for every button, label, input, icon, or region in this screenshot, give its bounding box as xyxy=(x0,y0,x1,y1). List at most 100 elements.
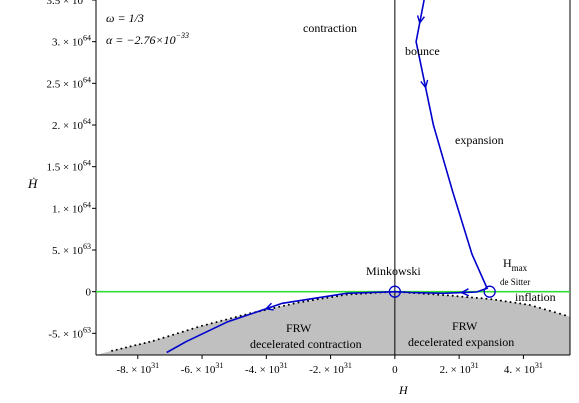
boundary-dot xyxy=(553,311,556,314)
boundary-dot xyxy=(191,327,194,330)
x-axis-ticks: -8. × 1031 -6. × 1031 -4. × 1031 -2. × 1031… xyxy=(116,355,543,376)
x-tick-label: -6. × 1031 xyxy=(181,361,224,376)
y-tick-label: 5. × 1063 xyxy=(52,242,91,257)
flow-arrow xyxy=(416,15,425,25)
x-tick-label: 2. × 1031 xyxy=(440,361,479,376)
boundary-dot xyxy=(307,299,310,302)
annotation-frw-left: FRW xyxy=(286,321,312,335)
flow-arrow xyxy=(460,288,470,297)
flow-arrow xyxy=(264,302,274,311)
boundary-dot xyxy=(205,323,208,326)
boundary-dot xyxy=(120,347,123,350)
boundary-dot xyxy=(167,335,170,338)
fixed-point-circle xyxy=(388,285,402,298)
annotation-expansion: expansion xyxy=(455,133,504,147)
boundary-dot xyxy=(215,321,218,324)
hmax-main: H xyxy=(503,256,512,270)
boundary-dot xyxy=(490,298,493,301)
boundary-dot xyxy=(326,296,329,299)
boundary-dot xyxy=(239,314,242,317)
alpha-label: α = −2.76×10−33 xyxy=(106,31,189,47)
boundary-dot xyxy=(234,316,237,319)
boundary-dot xyxy=(466,296,469,299)
y-tick-label: -5. × 1063 xyxy=(48,325,91,340)
boundary-dot xyxy=(176,332,179,335)
boundary-dot xyxy=(495,298,498,301)
boundary-dot xyxy=(336,295,338,298)
y-tick-label: 2.5 × 1064 xyxy=(47,75,91,90)
y-tick-label: 3.5 × 1064 xyxy=(47,0,91,7)
boundary-dot xyxy=(475,296,478,299)
boundary-dot xyxy=(504,300,507,303)
boundary-dot xyxy=(316,298,319,301)
boundary-dot xyxy=(278,305,281,308)
boundary-dot xyxy=(524,303,526,306)
y-axis-ticks: 3.5 × 1064 3. × 1064 2.5 × 1064 2. × 1064 1.… xyxy=(47,0,96,340)
x-tick-label: 0 xyxy=(392,364,398,376)
omega-label: ω = 1/3 xyxy=(106,11,144,25)
x-tick-label: -2. × 1031 xyxy=(309,361,352,376)
boundary-dot xyxy=(564,314,566,317)
boundary-dot xyxy=(485,297,488,300)
boundary-dot xyxy=(125,346,127,349)
boundary-dot xyxy=(311,299,314,302)
alpha-main: α = −2.76×10 xyxy=(106,33,176,47)
boundary-dot xyxy=(456,295,459,298)
boundary-dot xyxy=(157,338,160,341)
boundary-dot xyxy=(519,302,522,305)
boundary-dot xyxy=(162,336,165,339)
hmax-sub: max xyxy=(512,263,528,273)
annotation-inflation: inflation xyxy=(515,290,556,304)
fixed-point-markers xyxy=(388,285,496,298)
boundary-dot xyxy=(230,317,232,320)
y-tick-label: 1. × 1064 xyxy=(52,200,91,215)
boundary-dot xyxy=(287,303,290,306)
boundary-dot xyxy=(437,293,440,296)
boundary-dot xyxy=(186,329,189,332)
boundary-dot xyxy=(129,345,132,348)
boundary-dot xyxy=(134,344,137,347)
boundary-dot xyxy=(152,339,155,342)
boundary-dot xyxy=(509,301,512,304)
boundary-dot xyxy=(533,305,536,308)
boundary-dot xyxy=(538,306,541,309)
annotation-desitter: de Sitter xyxy=(500,277,530,287)
boundary-dot xyxy=(548,309,551,312)
boundary-dot xyxy=(499,299,502,302)
y-tick-label: 0 xyxy=(86,287,92,299)
boundary-dot xyxy=(283,304,285,307)
boundary-dot xyxy=(111,349,114,352)
annotation-minkowski: Minkowski xyxy=(366,264,421,278)
annotation-decelerated-expansion: decelerated expansion xyxy=(408,335,514,349)
boundary-dot xyxy=(297,301,300,304)
boundary-dot xyxy=(321,297,324,300)
boundary-dot xyxy=(471,296,473,299)
trajectory-arrows xyxy=(264,15,470,311)
shaded-area xyxy=(96,291,570,355)
annotation-hmax: Hmax xyxy=(503,256,528,273)
boundary-dot xyxy=(559,312,561,315)
boundary-dot xyxy=(225,318,228,321)
boundary-dot xyxy=(543,308,546,311)
fixed-point-circle xyxy=(483,285,496,298)
boundary-dot xyxy=(115,348,118,351)
y-axis-label: Ḣ xyxy=(27,176,38,191)
boundary-dot xyxy=(196,326,199,329)
boundary-dot xyxy=(480,297,483,300)
boundary-dot xyxy=(172,333,175,336)
boundary-dot xyxy=(201,324,203,327)
annotation-decelerated-contraction: decelerated contraction xyxy=(250,337,362,351)
boundary-dot xyxy=(528,304,531,306)
y-tick-label: 2. × 1064 xyxy=(52,117,91,132)
boundary-dot xyxy=(138,343,141,346)
boundary-dot xyxy=(143,342,146,345)
boundary-dot xyxy=(451,294,454,297)
boundary-dot xyxy=(514,301,517,304)
boundary-dot xyxy=(220,319,223,322)
y-tick-label: 1.5 × 1064 xyxy=(47,159,91,174)
annotation-contraction: contraction xyxy=(303,21,357,35)
x-tick-label: -8. × 1031 xyxy=(116,361,159,376)
boundary-dot xyxy=(292,302,295,305)
x-tick-label: 4. × 1031 xyxy=(504,361,543,376)
boundary-dot xyxy=(273,306,276,309)
